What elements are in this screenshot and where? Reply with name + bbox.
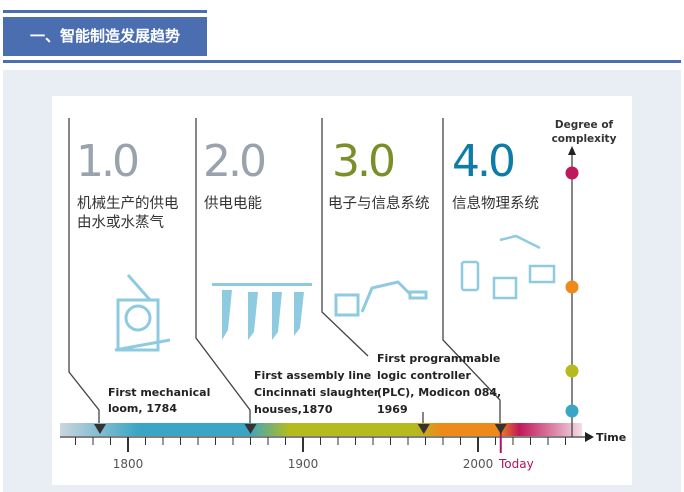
infographic-background: [52, 96, 632, 485]
stage-3-pointer-line: [321, 118, 369, 357]
stage-1-desc-line-1: 机械生产的供电: [77, 195, 179, 212]
loom-icon: [114, 274, 171, 352]
timeline-gradient-bar: [60, 423, 582, 436]
year-label-1800: 1800: [113, 457, 144, 471]
event-markers: [94, 424, 507, 434]
stage-4-version: 4.0: [452, 136, 514, 187]
header-top-rule: [3, 10, 207, 13]
section-title: 一、智能制造发展趋势: [3, 17, 207, 56]
stage-4-pointer-line: [442, 118, 501, 424]
stage-1-desc-line-2: 由水或水蒸气: [77, 214, 164, 231]
event-3-label: First programmable logic controller (PLC),…: [377, 352, 501, 416]
header-bottom-rule: [3, 60, 681, 63]
stage-2-pointer-line: [195, 118, 251, 424]
complexity-dot-3: [565, 280, 579, 294]
event-marker-3-icon: [417, 424, 430, 434]
event-marker-2-icon: [244, 424, 257, 434]
stage-4-desc: 信息物理系统: [452, 195, 539, 212]
complexity-label: Degree of complexity: [552, 119, 617, 145]
year-label-2000: 2000: [463, 457, 494, 471]
complexity-dot-1: [565, 404, 579, 418]
event-marker-4-icon: [494, 424, 507, 434]
event-1-label: First mechanical loom, 1784: [108, 386, 210, 415]
robot-arm-icon: [334, 280, 428, 317]
complexity-arrow-icon: [568, 146, 576, 155]
year-label-1900: 1900: [288, 457, 319, 471]
stage-3-version: 3.0: [332, 136, 394, 187]
stage-2-desc: 供电电能: [204, 195, 262, 212]
complexity-dot-4: [565, 166, 579, 180]
event-marker-1-icon: [94, 424, 106, 434]
complexity-dot-2: [565, 364, 579, 378]
today-label: Today: [498, 457, 534, 471]
time-axis-arrow-icon: [585, 432, 594, 442]
stage-3-desc: 电子与信息系统: [328, 195, 430, 212]
assembly-line-icon: [212, 283, 312, 340]
connected-devices-icon: [460, 234, 556, 300]
time-axis-label: Time: [596, 431, 626, 444]
stage-1-pointer-line: [68, 118, 100, 424]
stage-1-version: 1.0: [76, 136, 138, 187]
stage-2-version: 2.0: [203, 136, 265, 187]
event-2-label: First assembly line Cincinnati slaughter h…: [254, 369, 380, 416]
